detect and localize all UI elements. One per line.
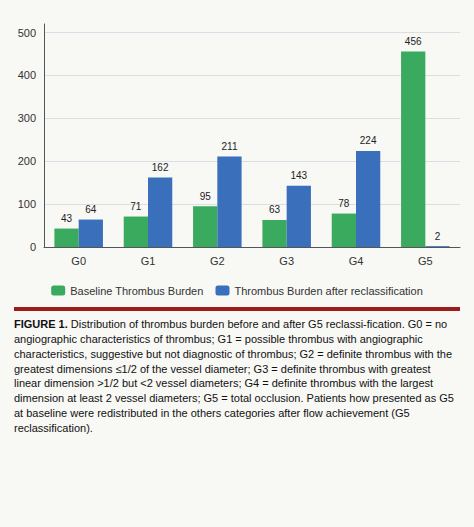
svg-text:456: 456 <box>405 36 422 47</box>
svg-text:200: 200 <box>18 155 36 167</box>
svg-text:Baseline Thrombus Burden: Baseline Thrombus Burden <box>70 285 203 297</box>
svg-text:Thrombus Burden after reclassi: Thrombus Burden after reclassification <box>234 285 422 297</box>
svg-text:G2: G2 <box>210 255 225 267</box>
svg-text:G1: G1 <box>141 255 156 267</box>
svg-text:2: 2 <box>435 231 441 242</box>
svg-text:211: 211 <box>221 141 237 152</box>
svg-text:300: 300 <box>18 112 36 124</box>
svg-text:G3: G3 <box>279 255 294 267</box>
svg-text:43: 43 <box>61 213 73 224</box>
svg-text:100: 100 <box>18 198 36 210</box>
svg-text:224: 224 <box>360 135 377 146</box>
html-text:FIGURE 1. Distribution of thro: FIGURE 1. Distribution of thrombus burde… <box>14 318 454 434</box>
svg-text:71: 71 <box>130 201 142 212</box>
svg-text:0: 0 <box>30 241 36 253</box>
svg-text:G4: G4 <box>349 255 364 267</box>
svg-text:78: 78 <box>338 198 350 209</box>
svg-text:400: 400 <box>18 69 36 81</box>
svg-text:64: 64 <box>85 204 97 215</box>
svg-text:95: 95 <box>200 191 212 202</box>
svg-text:162: 162 <box>152 162 169 173</box>
svg-text:500: 500 <box>18 27 36 39</box>
svg-text:G5: G5 <box>418 255 433 267</box>
svg-text:G0: G0 <box>71 255 86 267</box>
svg-text:143: 143 <box>290 170 307 181</box>
svg-text:63: 63 <box>269 204 281 215</box>
